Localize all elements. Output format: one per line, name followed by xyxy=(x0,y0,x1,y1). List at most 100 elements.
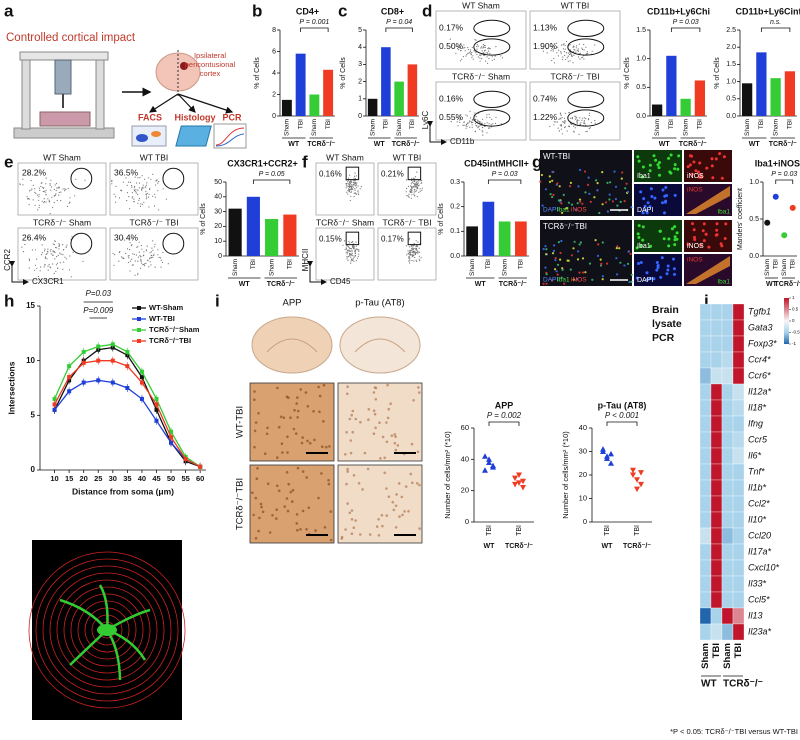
event-dot xyxy=(478,125,480,127)
event-dot xyxy=(556,52,558,54)
stain-dot xyxy=(257,529,260,533)
event-dot xyxy=(47,251,49,253)
micro-dot xyxy=(649,277,652,280)
bar xyxy=(498,221,511,256)
micro-dot xyxy=(560,202,563,205)
event-dot xyxy=(129,208,131,210)
event-dot xyxy=(154,193,156,195)
micro-dot xyxy=(584,191,587,194)
event-dot xyxy=(573,48,575,51)
row-label: Ccl20 xyxy=(748,530,771,540)
event-dot xyxy=(350,181,352,183)
micro-dot xyxy=(618,247,621,250)
stain-dot xyxy=(296,416,299,419)
event-dot xyxy=(38,199,40,201)
micro-dot xyxy=(569,181,573,184)
y-axis-label: Number of cells/mm² (*10) xyxy=(443,431,452,519)
y-axis-label: Number of cells/mm² (*10) xyxy=(561,431,570,519)
micro-dot xyxy=(667,244,671,248)
event-dot xyxy=(578,133,580,135)
event-dot xyxy=(472,121,474,123)
x-tick-label: Sham xyxy=(781,259,788,276)
stain-dot xyxy=(359,533,362,536)
y-tick-label: 0.3 xyxy=(450,179,460,186)
chart-title: APP xyxy=(495,400,514,410)
stain-dot xyxy=(396,444,400,447)
legend-marker xyxy=(137,306,141,310)
event-dot xyxy=(47,269,49,271)
x-axis-label: Distance from soma (μm) xyxy=(72,486,174,496)
x-tick-label: 35 xyxy=(123,474,131,483)
event-dot xyxy=(41,244,43,246)
y-tick-label: 1.5 xyxy=(726,61,736,68)
stain-dot xyxy=(367,418,370,422)
event-dot xyxy=(419,188,421,190)
micro-dot xyxy=(627,250,630,253)
event-dot xyxy=(420,182,422,184)
event-dot xyxy=(345,247,347,249)
gate-value: 0.17% xyxy=(439,23,464,33)
micro-dot xyxy=(722,155,726,159)
stain-dot xyxy=(361,488,364,491)
event-dot xyxy=(413,182,415,184)
row-label: Ccr4* xyxy=(748,354,771,364)
event-dot xyxy=(353,192,355,194)
event-dot xyxy=(487,52,489,54)
y-tick-label: 0.2 xyxy=(450,204,460,211)
point xyxy=(520,478,526,485)
x-tick-label: 30 xyxy=(109,474,117,483)
event-dot xyxy=(459,117,462,119)
event-dot xyxy=(152,195,154,197)
stain-image xyxy=(249,464,335,544)
brain-section xyxy=(339,316,421,374)
event-dot xyxy=(471,124,473,126)
event-dot xyxy=(567,52,570,54)
plot-label: WT TBI xyxy=(140,152,169,162)
event-dot xyxy=(137,245,139,247)
y-tick-label: 0.5 xyxy=(749,216,759,223)
event-dot xyxy=(61,244,64,246)
event-dot xyxy=(142,184,144,186)
event-dot xyxy=(63,261,65,263)
point xyxy=(630,472,636,478)
event-dot xyxy=(118,251,120,254)
stain-image xyxy=(337,464,423,544)
event-dot xyxy=(141,186,143,188)
group-label: WT xyxy=(701,679,717,690)
event-dot xyxy=(408,193,410,195)
event-dot xyxy=(465,55,467,57)
event-dot xyxy=(158,209,160,211)
event-dot xyxy=(41,182,43,184)
event-dot xyxy=(160,259,162,261)
event-dot xyxy=(408,246,411,248)
event-dot xyxy=(594,120,596,122)
micro-dot xyxy=(665,194,669,197)
event-dot xyxy=(135,182,138,184)
footnote: *P < 0.05: TCRδ⁻/⁻TBI versus WT-TBI xyxy=(670,727,798,736)
micro-dot xyxy=(542,282,545,285)
stain-dot xyxy=(363,451,367,455)
event-dot xyxy=(417,252,419,254)
event-dot xyxy=(490,123,492,125)
stain-dot xyxy=(380,513,384,517)
event-dot xyxy=(577,48,579,50)
event-dot xyxy=(559,112,562,114)
x-tick-label: Sham xyxy=(501,259,508,276)
row-label: Il23a* xyxy=(748,626,772,636)
micro-dot xyxy=(641,165,645,169)
micro-dot xyxy=(544,245,547,248)
gate-value: 0.15% xyxy=(319,235,342,244)
event-dot xyxy=(148,206,150,208)
micro-dot xyxy=(697,175,701,179)
event-dot xyxy=(35,192,37,195)
event-dot xyxy=(39,266,42,268)
event-dot xyxy=(449,38,451,40)
event-dot xyxy=(576,117,578,119)
event-dot xyxy=(582,117,584,119)
event-dot xyxy=(140,244,142,247)
micro-dot xyxy=(655,261,659,264)
stain-dot xyxy=(301,509,305,513)
micro-dot xyxy=(704,232,708,236)
event-dot xyxy=(588,112,591,114)
x-tick-label: TBI xyxy=(758,119,765,129)
